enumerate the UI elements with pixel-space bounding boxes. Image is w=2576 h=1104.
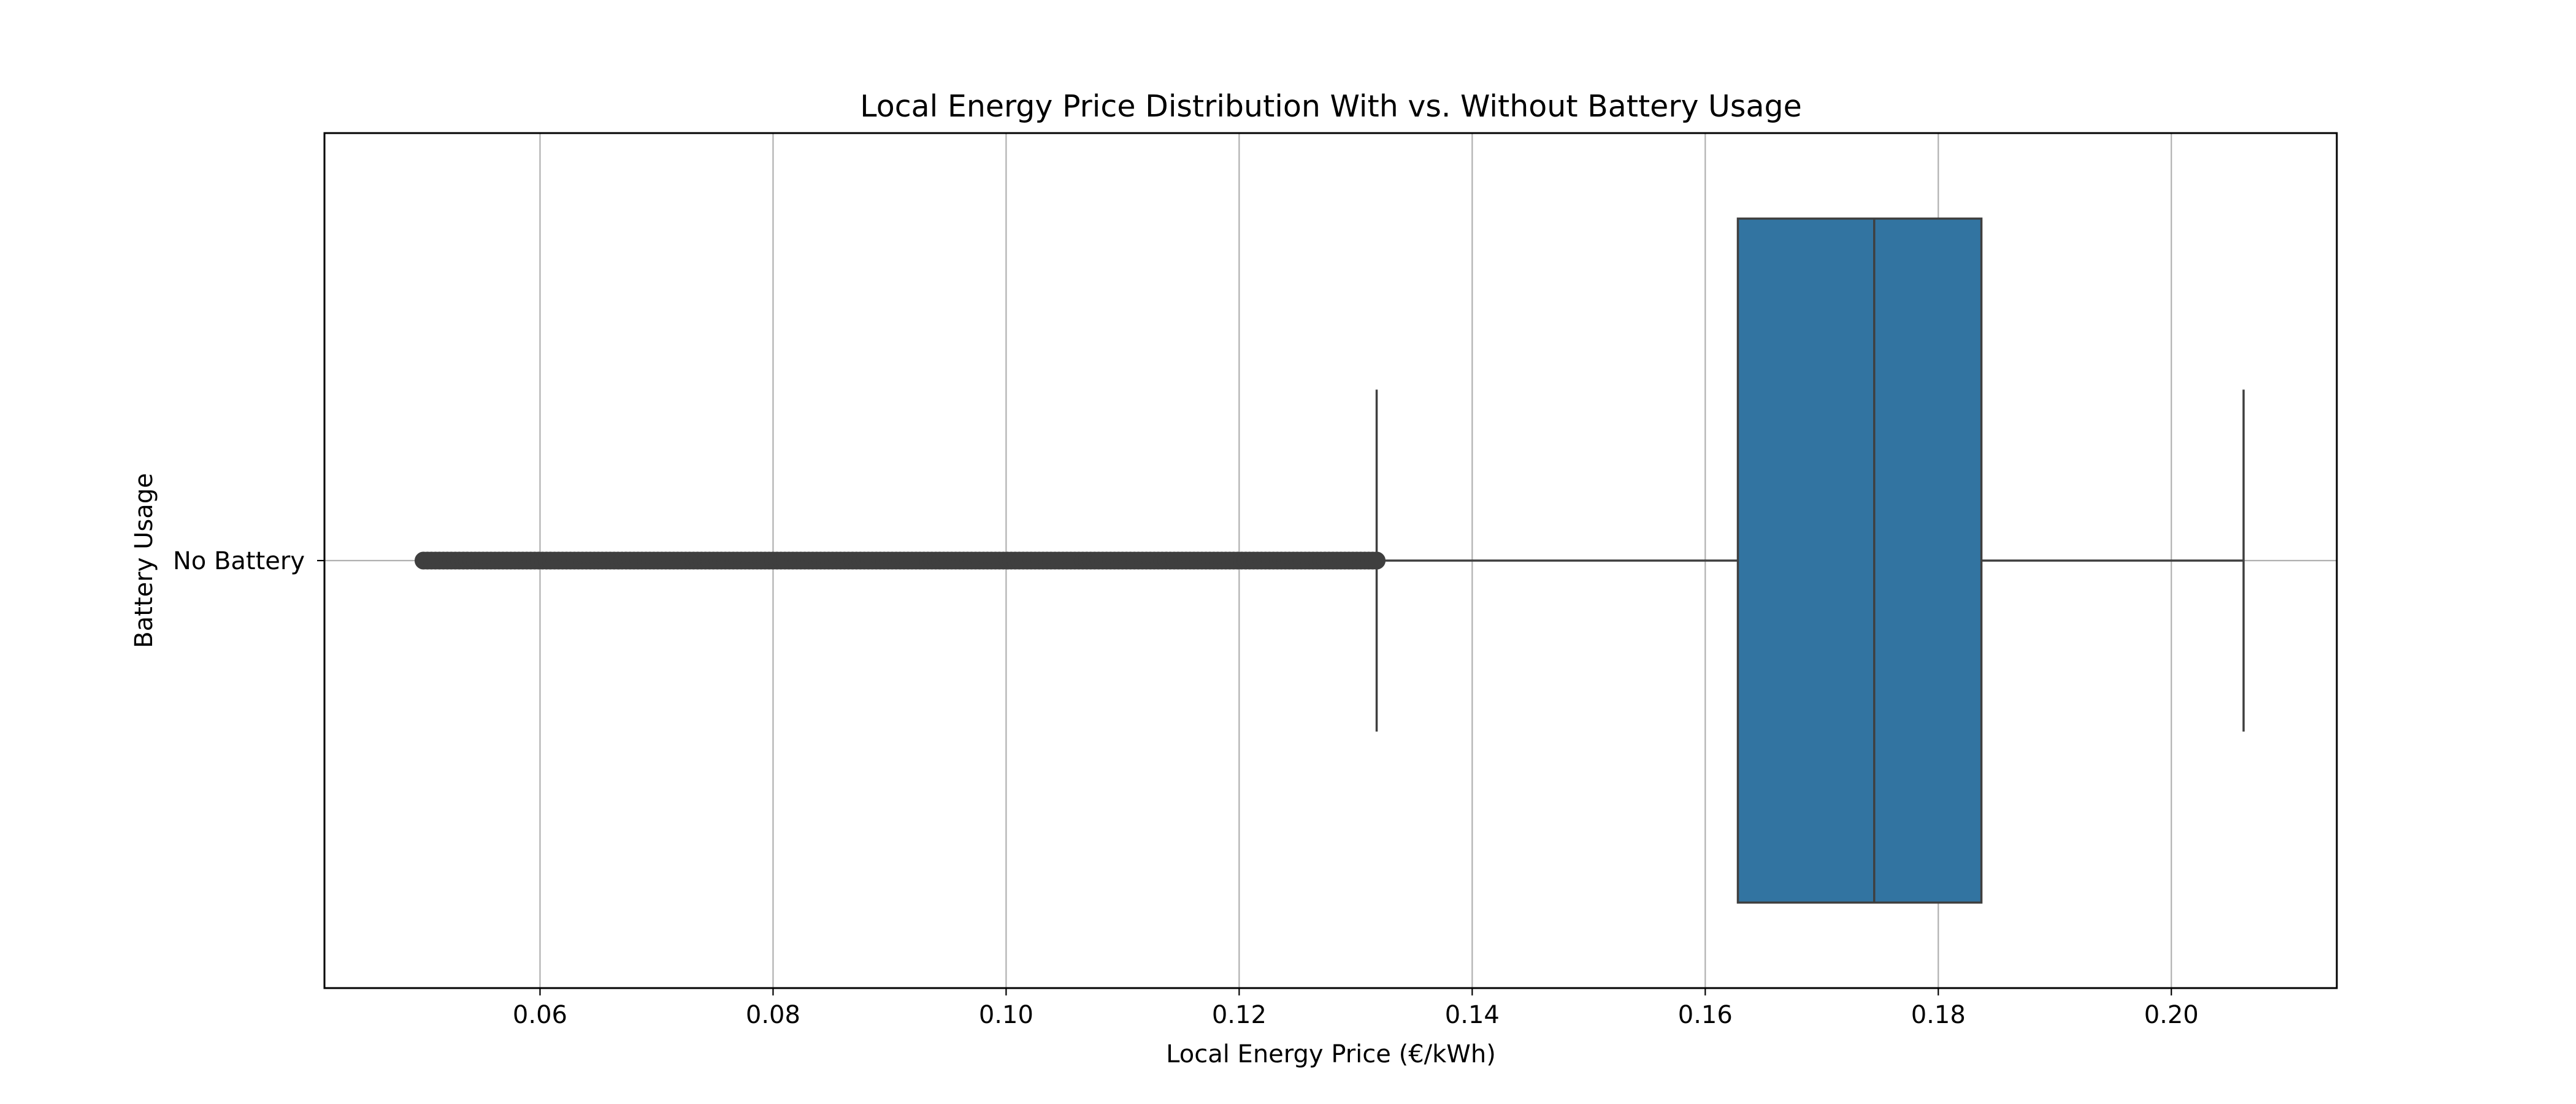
iqr-box bbox=[1736, 217, 1983, 904]
x-tick-label: 0.18 bbox=[1911, 1001, 1966, 1029]
y-axis-ticks: No Battery bbox=[173, 547, 324, 575]
x-tick-label: 0.14 bbox=[1445, 1001, 1500, 1029]
x-tick-label: 0.20 bbox=[2144, 1001, 2199, 1029]
y-tick-label: No Battery bbox=[173, 547, 305, 575]
x-tick-label: 0.12 bbox=[1212, 1001, 1267, 1029]
y-axis-label: Battery Usage bbox=[130, 473, 158, 648]
x-tick-label: 0.08 bbox=[746, 1001, 800, 1029]
outlier-point bbox=[1368, 551, 1386, 570]
x-tick-label: 0.10 bbox=[979, 1001, 1033, 1029]
box-layer bbox=[414, 217, 2245, 904]
x-axis-label: Local Energy Price (€/kWh) bbox=[1166, 1040, 1496, 1068]
x-tick-label: 0.06 bbox=[513, 1001, 567, 1029]
chart-title: Local Energy Price Distribution With vs.… bbox=[860, 89, 1801, 124]
box-group bbox=[414, 217, 2245, 904]
x-axis-ticks: 0.06 0.08 0.10 0.12 0.14 0.16 0.18 0.20 bbox=[513, 988, 2199, 1029]
x-tick-label: 0.16 bbox=[1678, 1001, 1733, 1029]
